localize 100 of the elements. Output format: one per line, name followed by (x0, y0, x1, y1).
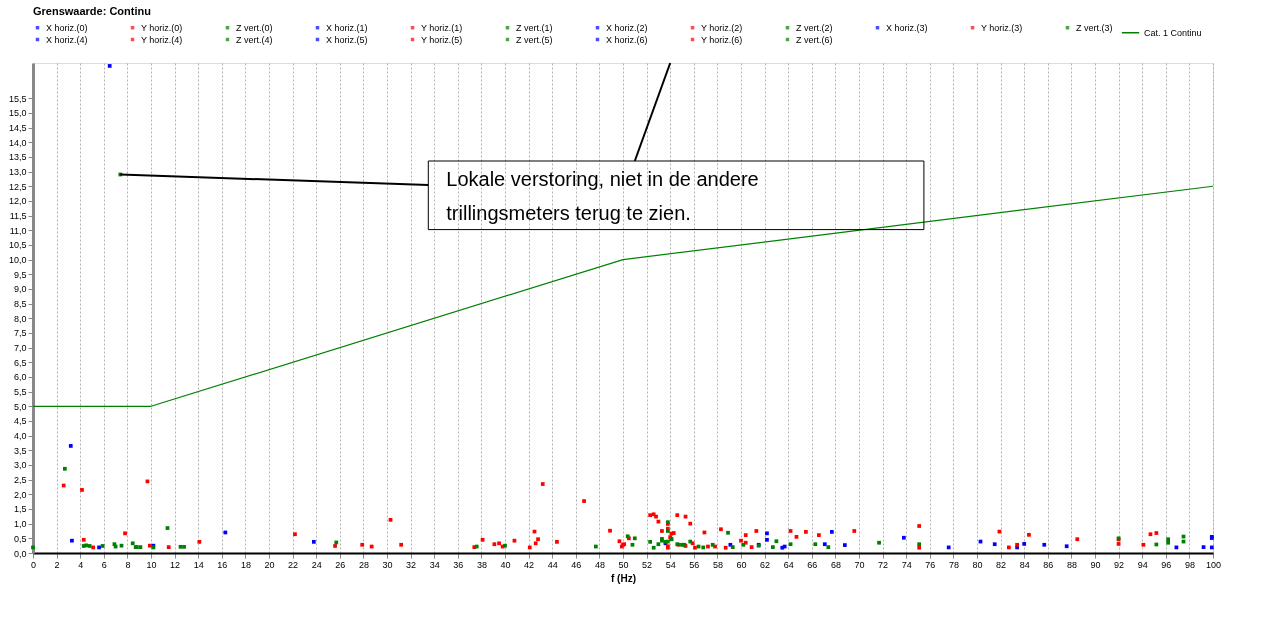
x-tick-label: 80 (972, 559, 983, 570)
legend-label: X horiz.(4) (46, 34, 88, 45)
legend-label: Y horiz.(6) (701, 34, 743, 45)
legend-label: Z vert.(0) (236, 22, 273, 33)
x-axis-title: f (Hz) (611, 572, 636, 584)
y-tick-label: 11,5 (9, 211, 27, 222)
x-tick-label: 6 (101, 559, 107, 570)
x-tick-label: 88 (1066, 559, 1077, 570)
x-tick-label: 64 (783, 559, 794, 570)
y-tick-label: 12,5 (8, 181, 27, 192)
y-tick-label: 13,0 (8, 167, 27, 178)
x-tick-label: 54 (665, 559, 676, 570)
x-tick-label: 26 (335, 559, 346, 570)
legend-label: X horiz.(6) (606, 34, 648, 45)
annotation: Lokale verstoring, niet in de andere trillingsmeters terug te zien. (446, 168, 759, 225)
x-tick-label: 12 (170, 559, 181, 570)
x-tick-label: 72 (878, 559, 889, 570)
y-tick-label: 7,5 (13, 328, 27, 339)
x-tick-label: 74 (901, 559, 912, 570)
y-tick-label: 4,0 (13, 431, 27, 442)
x-tick-label: 66 (807, 559, 818, 570)
y-tick-label: 2,5 (13, 475, 27, 486)
y-tick-label: 6,0 (13, 372, 27, 383)
legend-label: Y horiz.(2) (701, 22, 743, 33)
y-tick-label: 5,0 (13, 401, 27, 412)
x-tick-label: 98 (1184, 559, 1195, 570)
legend-label: Z vert.(5) (516, 34, 553, 45)
x-tick-label: 28 (358, 559, 369, 570)
x-tick-label: 50 (618, 559, 629, 570)
x-tick-label: 46 (571, 559, 582, 570)
y-tick-label: 12,0 (8, 196, 27, 207)
legend-label: X horiz.(5) (326, 34, 368, 45)
x-tick-label: 60 (736, 559, 747, 570)
y-tick-label: 14,5 (8, 123, 27, 134)
x-tick-label: 20 (264, 559, 275, 570)
x-tick-label: 24 (311, 559, 322, 570)
x-tick-label: 22 (288, 559, 299, 570)
x-tick-label: 90 (1090, 559, 1101, 570)
x-tick-label: 100 (1205, 559, 1222, 570)
x-tick-label: 96 (1161, 559, 1172, 570)
x-tick-label: 76 (925, 559, 936, 570)
legend-label: Y horiz.(1) (421, 22, 463, 33)
x-tick-label: 38 (476, 559, 487, 570)
y-tick-label: 15,5 (8, 93, 27, 104)
legend-label: Y horiz.(4) (141, 34, 183, 45)
x-tick-label: 42 (524, 559, 535, 570)
x-tick-label: 2 (54, 559, 60, 570)
x-tick-label: 40 (500, 559, 511, 570)
x-tick-label: 86 (1043, 559, 1054, 570)
y-tick-label: 1,5 (13, 504, 27, 515)
y-tick-label: 5,5 (13, 387, 27, 398)
y-tick-label: 9,0 (13, 284, 27, 295)
legend-label: Cat. 1 Continu (1144, 27, 1202, 38)
y-tick-label: 4,5 (13, 416, 27, 427)
y-tick-label: 0,5 (13, 533, 27, 544)
x-tick-label: 48 (594, 559, 605, 570)
x-tick-label: 84 (1019, 559, 1030, 570)
y-tick-label: 9,5 (13, 269, 27, 280)
x-tick-label: 30 (382, 559, 393, 570)
legend-label: Y horiz.(5) (421, 34, 463, 45)
x-tick-label: 62 (760, 559, 771, 570)
x-tick-label: 78 (948, 559, 959, 570)
x-tick-label: 36 (453, 559, 464, 570)
legend-label: Z vert.(4) (236, 34, 273, 45)
y-tick-label: 14,0 (8, 137, 27, 148)
y-tick-label: 2,0 (13, 489, 27, 500)
y-tick-label: 1,0 (13, 519, 27, 530)
legend-label: Z vert.(1) (516, 22, 553, 33)
legend-label: Y horiz.(3) (981, 22, 1023, 33)
x-tick-label: 52 (642, 559, 653, 570)
x-tick-label: 0 (30, 559, 37, 570)
x-tick-label: 68 (830, 559, 841, 570)
y-tick-label: 15,0 (8, 108, 27, 119)
x-tick-label: 70 (854, 559, 865, 570)
legend-label: X horiz.(0) (46, 22, 88, 33)
legend-label: Z vert.(2) (796, 22, 833, 33)
x-tick-label: 44 (547, 559, 558, 570)
y-tick-label: 10,5 (8, 240, 27, 251)
x-tick-label: 92 (1114, 559, 1125, 570)
x-tick-label: 58 (712, 559, 723, 570)
x-tick-label: 18 (240, 559, 251, 570)
x-tick-label: 4 (78, 559, 84, 570)
x-tick-label: 32 (406, 559, 417, 570)
chart-title: Grenswaarde: Continu (33, 5, 151, 17)
x-tick-label: 82 (996, 559, 1007, 570)
x-tick-label: 94 (1137, 559, 1148, 570)
y-tick-label: 0,0 (13, 548, 27, 559)
legend-label: Y horiz.(0) (141, 22, 183, 33)
legend-label: Z vert.(6) (796, 34, 833, 45)
legend-label: Z vert.(3) (1076, 22, 1113, 33)
x-tick-label: 8 (125, 559, 131, 570)
y-tick-label: 3,5 (13, 445, 27, 456)
y-tick-label: 3,0 (13, 460, 27, 471)
x-tick-label: 10 (146, 559, 157, 570)
y-tick-label: 11,0 (9, 225, 27, 236)
y-tick-label: 7,0 (13, 343, 27, 354)
x-tick-label: 56 (689, 559, 700, 570)
x-tick-label: 14 (193, 559, 204, 570)
x-tick-label: 34 (429, 559, 440, 570)
y-tick-label: 13,5 (8, 152, 27, 163)
